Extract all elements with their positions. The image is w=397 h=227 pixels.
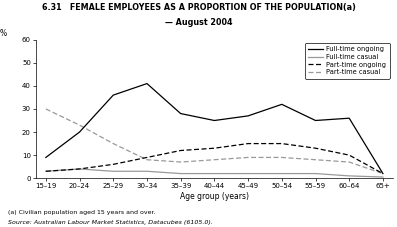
Legend: Full-time ongoing, Full-time casual, Part-time ongoing, Part-time casual: Full-time ongoing, Full-time casual, Par…: [305, 43, 390, 79]
X-axis label: Age group (years): Age group (years): [180, 192, 249, 201]
Text: %: %: [0, 29, 7, 38]
Text: (a) Civilian population aged 15 years and over.: (a) Civilian population aged 15 years an…: [8, 210, 156, 215]
Text: Source: Australian Labour Market Statistics, Datacubes (6105.0).: Source: Australian Labour Market Statist…: [8, 220, 213, 225]
Text: 6.31   FEMALE EMPLOYEES AS A PROPORTION OF THE POPULATION(a): 6.31 FEMALE EMPLOYEES AS A PROPORTION OF…: [42, 3, 355, 12]
Text: — August 2004: — August 2004: [165, 18, 232, 27]
